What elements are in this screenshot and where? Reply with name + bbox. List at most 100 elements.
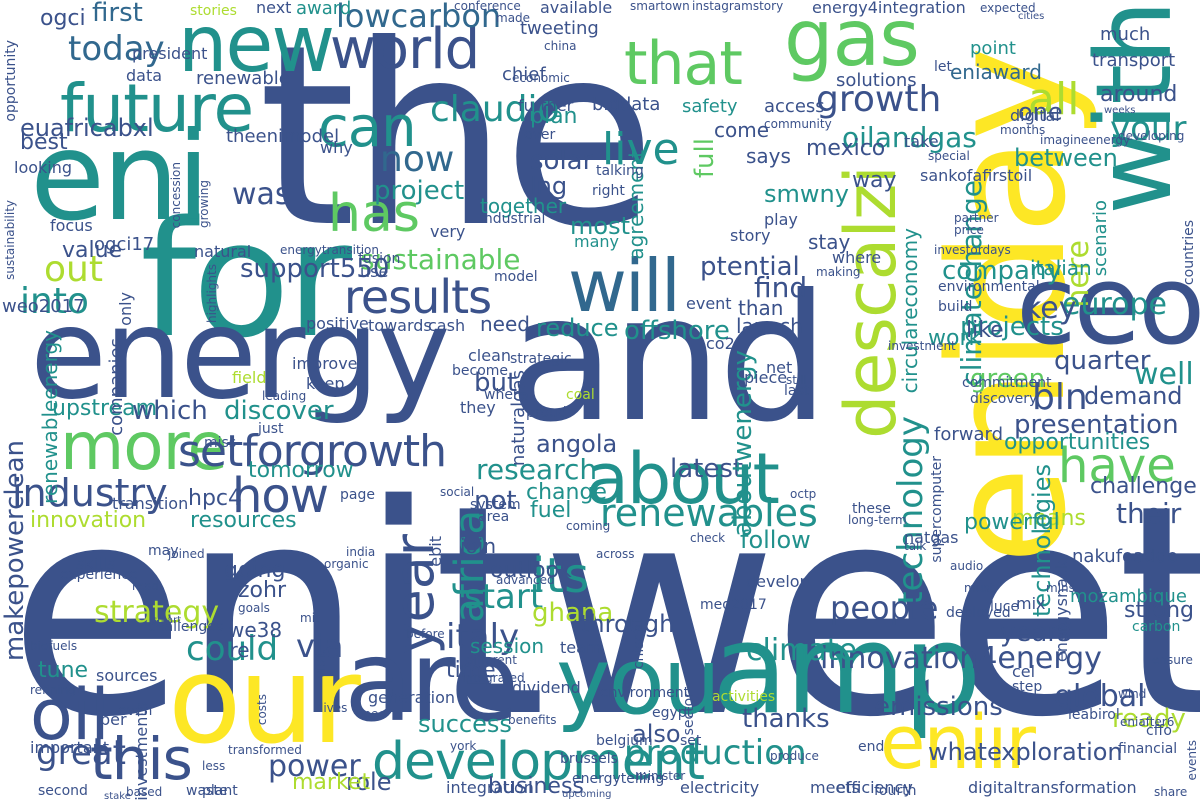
word-different: different: [466, 653, 517, 667]
word-just: just: [258, 421, 284, 437]
word-safety: safety: [682, 96, 738, 117]
word-find: find: [754, 271, 808, 304]
word-net: net: [766, 358, 793, 377]
word-minister: minister: [636, 769, 686, 783]
word-renewableenergy: renewableenergy: [38, 330, 62, 504]
word-per: per: [100, 710, 127, 729]
word-step: step: [1012, 679, 1043, 695]
word-demand: demand: [1084, 382, 1183, 410]
word-we38: we38: [228, 618, 283, 642]
word-coal: coal: [566, 387, 595, 403]
word-refining: refining: [30, 683, 76, 697]
word-quarter: quarter: [1054, 346, 1151, 376]
word-theenimodel: theenimodel: [226, 126, 340, 147]
word-first: first: [92, 0, 143, 28]
word-technology: technology: [891, 416, 931, 605]
word-use: use: [360, 262, 389, 281]
word-environment: environment: [600, 685, 690, 701]
word-very: very: [430, 222, 466, 241]
word-china: china: [544, 39, 577, 53]
word-mozambique: mozambique: [1070, 586, 1187, 607]
word-investment: investment: [888, 339, 956, 353]
word-thanks: thanks: [742, 704, 830, 734]
word-produce: produce: [770, 749, 819, 763]
word-our: our: [168, 632, 361, 771]
word-sources: sources: [96, 666, 158, 685]
word-egypt: egypt: [652, 705, 693, 721]
word-carbon: carbon: [1132, 619, 1181, 635]
word-looking: looking: [14, 158, 73, 177]
word-visit: visit: [313, 650, 329, 679]
word-italy: italy: [446, 617, 520, 657]
word-wind: wind: [1118, 687, 1147, 701]
word-benefits: benefits: [508, 713, 557, 727]
word-resources: resources: [190, 508, 297, 533]
word-powerful: powerful: [964, 510, 1060, 535]
word-bln: bln: [1032, 377, 1088, 418]
word-out: out: [44, 249, 103, 290]
word-enitweet: enitweet: [8, 444, 1200, 781]
word-companies: companies: [106, 338, 127, 436]
word-special: special: [928, 149, 970, 163]
word-ieabirol: ieabirol: [1068, 707, 1120, 723]
word-have: have: [1058, 438, 1176, 494]
word-last: last: [784, 383, 810, 399]
word-than: than: [738, 296, 784, 320]
word-generation: generation: [368, 688, 456, 707]
word-developing: developing: [1118, 129, 1185, 143]
word-via: via: [296, 627, 344, 665]
word-expected: expected: [980, 1, 1036, 15]
word-even: even: [118, 703, 153, 719]
word-development: development: [372, 732, 705, 792]
word-talking: talking: [596, 163, 644, 179]
word-enirr: eniır: [880, 700, 1036, 786]
word-europe: europe: [1062, 287, 1167, 322]
word-based: based: [126, 785, 163, 799]
word-price: price: [954, 223, 984, 237]
word-means: means: [1012, 506, 1086, 531]
word-makepowerclean: makepowerclean: [0, 440, 30, 662]
word-weo2017: weo2017: [2, 296, 85, 317]
word-now: now: [380, 139, 455, 180]
word-build: build: [938, 299, 973, 315]
word-how: how: [232, 468, 329, 524]
word-oilandgas: oilandgas: [842, 121, 977, 154]
word-global: global: [1054, 679, 1146, 714]
word-events: events: [1185, 740, 1199, 781]
word-ogci17: ogci17: [94, 234, 155, 255]
word-sankofafirstoil: sankofafirstoil: [920, 166, 1033, 185]
word-goals: goals: [238, 601, 270, 615]
word-become: become: [452, 363, 509, 379]
word-this: this: [90, 725, 193, 793]
word-opportunities: opportunities: [1004, 430, 1151, 455]
word-cities: cities: [1018, 11, 1045, 22]
word-imagineenergy: imagineenergy: [1040, 133, 1131, 147]
word-organic: organic: [324, 557, 369, 571]
word-your: your: [1110, 109, 1187, 149]
word-can: can: [318, 95, 417, 160]
word-together: together: [480, 194, 567, 218]
word-read: read: [132, 579, 160, 593]
word-deployed: deployed: [946, 605, 1011, 621]
word-chief: chief: [502, 64, 546, 85]
word-field: field: [232, 368, 267, 387]
word-financial: financial: [1118, 741, 1178, 757]
word-opec: opec: [356, 707, 385, 721]
word-must: must: [964, 581, 995, 595]
word-eniafter6: eniafter6: [1120, 715, 1175, 729]
word-positive: positive: [306, 314, 369, 333]
word-fuel: fuel: [530, 498, 572, 523]
word-when: when: [484, 387, 522, 403]
word-ptential: ptential: [700, 252, 800, 282]
word-today: today: [68, 29, 165, 69]
word-about: about: [586, 438, 780, 520]
word-less: less: [202, 759, 226, 773]
word-follow: follow: [740, 526, 811, 554]
word-change: change: [526, 480, 607, 505]
word-integration: integration: [446, 778, 534, 797]
word-biofuels: biofuels: [30, 639, 78, 653]
word-weeks: weeks: [1104, 105, 1136, 116]
word-over: over: [524, 127, 556, 143]
word-play: play: [764, 210, 798, 229]
word-point: point: [970, 38, 1016, 59]
